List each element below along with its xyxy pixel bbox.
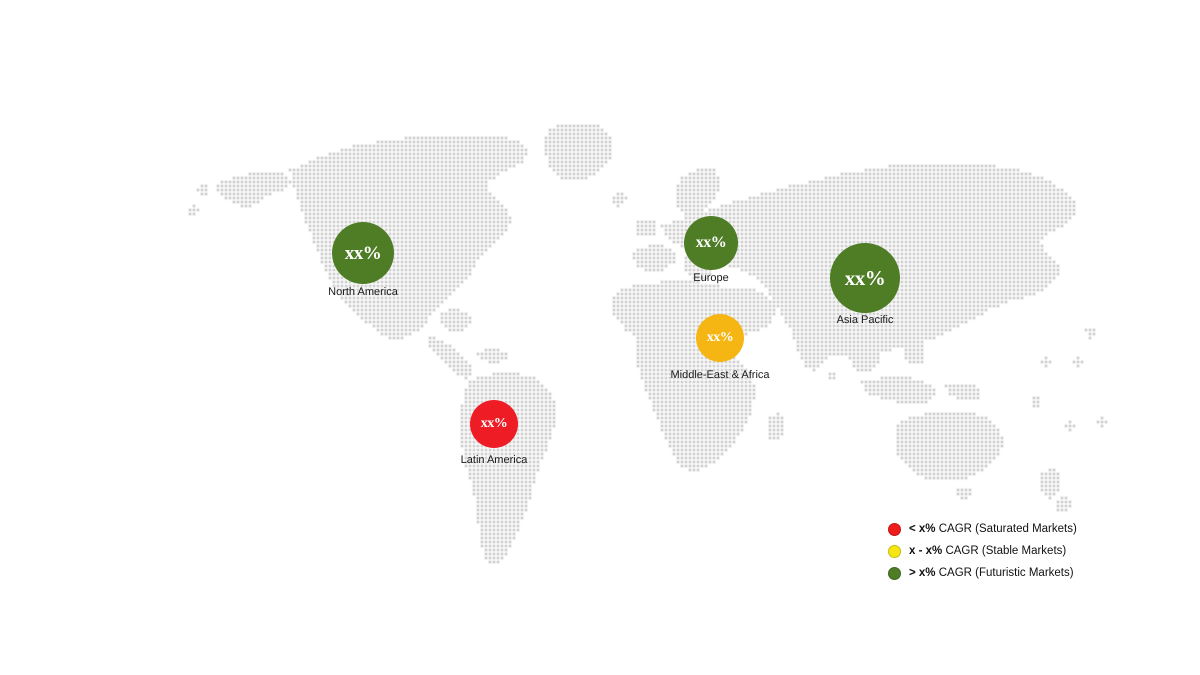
legend-range-stable: x - x% bbox=[909, 545, 943, 557]
region-label-north-america: North America bbox=[328, 286, 398, 298]
region-label-latin-america: Latin America bbox=[460, 454, 528, 466]
legend-text-saturated: < x% CAGR (Saturated Markets) bbox=[909, 523, 1077, 535]
legend-desc-saturated: CAGR (Saturated Markets) bbox=[938, 523, 1077, 535]
legend-desc-stable: CAGR (Stable Markets) bbox=[945, 545, 1067, 557]
legend-desc-futuristic: CAGR (Futuristic Markets) bbox=[938, 567, 1074, 579]
legend-item-saturated[interactable]: < x% CAGR (Saturated Markets) bbox=[888, 518, 1077, 540]
cagr-legend: < x% CAGR (Saturated Markets) x - x% CAGR… bbox=[888, 518, 1077, 584]
region-value-europe: xx% bbox=[695, 234, 727, 251]
region-value-latin-america: xx% bbox=[480, 416, 508, 431]
legend-range-futuristic: > x% bbox=[909, 567, 936, 579]
region-bubble-europe[interactable]: xx% bbox=[684, 216, 738, 270]
region-bubble-latin-america[interactable]: xx% bbox=[470, 400, 518, 448]
region-bubble-middle-east-africa[interactable]: xx% bbox=[696, 314, 744, 362]
region-value-asia-pacific: xx% bbox=[844, 265, 886, 290]
legend-text-stable: x - x% CAGR (Stable Markets) bbox=[909, 545, 1066, 557]
region-value-middle-east-africa: xx% bbox=[706, 330, 734, 345]
legend-item-futuristic[interactable]: > x% CAGR (Futuristic Markets) bbox=[888, 562, 1077, 584]
legend-text-futuristic: > x% CAGR (Futuristic Markets) bbox=[909, 567, 1074, 579]
region-value-north-america: xx% bbox=[344, 242, 382, 264]
region-label-asia-pacific: Asia Pacific bbox=[836, 314, 894, 326]
legend-range-saturated: < x% bbox=[909, 523, 936, 535]
region-label-europe: Europe bbox=[693, 272, 729, 284]
region-bubble-asia-pacific[interactable]: xx% bbox=[830, 243, 900, 313]
region-label-middle-east-africa: Middle-East & Africa bbox=[670, 369, 770, 381]
legend-item-stable[interactable]: x - x% CAGR (Stable Markets) bbox=[888, 540, 1077, 562]
legend-dot-stable bbox=[888, 544, 901, 558]
legend-dot-futuristic bbox=[888, 566, 901, 580]
legend-dot-saturated bbox=[888, 522, 901, 536]
region-bubble-north-america[interactable]: xx% bbox=[332, 222, 394, 284]
